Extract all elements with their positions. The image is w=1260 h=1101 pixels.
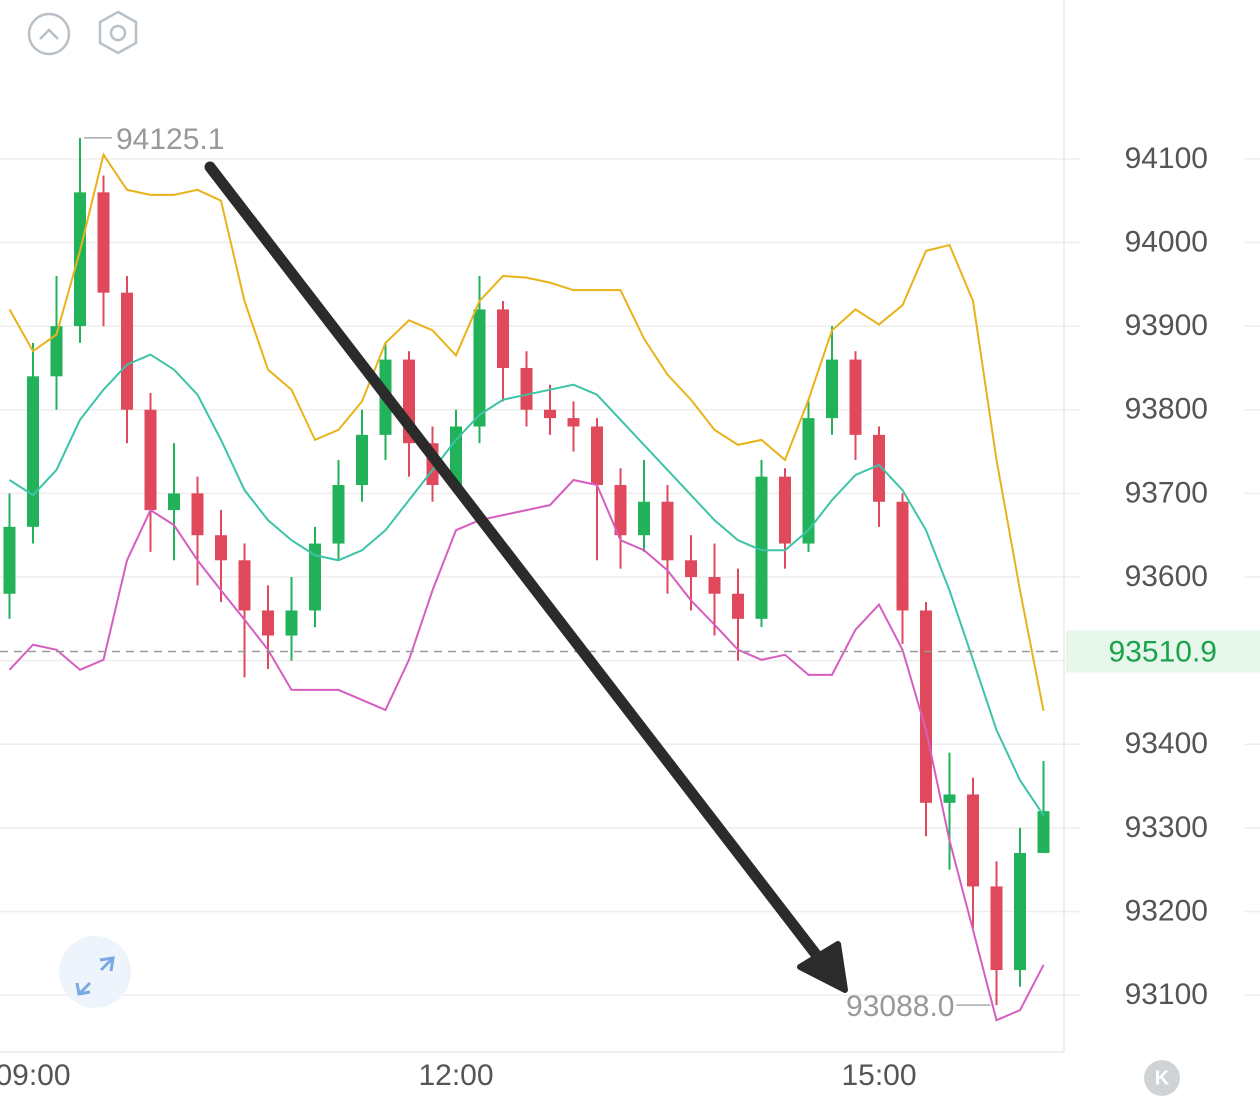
last-price-label: 93510.9 bbox=[1109, 635, 1217, 668]
candle-body bbox=[802, 418, 815, 544]
candle-body bbox=[262, 610, 274, 636]
candle-body bbox=[990, 886, 1003, 971]
candle-body bbox=[544, 409, 556, 419]
k-icon[interactable]: K bbox=[1144, 1060, 1180, 1096]
y-tick-label: 93400 bbox=[1125, 727, 1208, 760]
candle-body bbox=[497, 309, 509, 368]
y-tick-label: 94100 bbox=[1125, 142, 1208, 175]
y-tick-label: 94000 bbox=[1125, 225, 1208, 258]
svg-text:K: K bbox=[1155, 1067, 1170, 1089]
plot: 9310093200933009340093500936009370093800… bbox=[0, 123, 1260, 1092]
candle-body bbox=[849, 359, 862, 435]
expand-icon[interactable] bbox=[59, 936, 131, 1008]
y-tick-label: 93100 bbox=[1125, 978, 1208, 1011]
candle-body bbox=[332, 485, 345, 544]
candle-body bbox=[826, 359, 838, 419]
candle-body bbox=[732, 593, 744, 619]
min-label: 93088.0 bbox=[846, 990, 954, 1023]
candle-body bbox=[896, 501, 909, 611]
candle-body bbox=[920, 610, 932, 803]
y-tick-label: 93600 bbox=[1125, 560, 1208, 593]
candle-body bbox=[1037, 811, 1050, 853]
candle-body bbox=[567, 418, 580, 427]
last-price-box bbox=[1066, 630, 1260, 673]
candle-body bbox=[168, 493, 180, 511]
band-line bbox=[8, 152, 1045, 712]
y-tick-label: 93300 bbox=[1125, 811, 1208, 844]
y-tick-label: 93200 bbox=[1125, 894, 1208, 927]
x-tick-label: 09:00 bbox=[0, 1059, 71, 1092]
candle-body bbox=[943, 794, 956, 803]
candle-body bbox=[520, 367, 533, 410]
candle-body bbox=[473, 309, 486, 427]
candle-body bbox=[74, 192, 86, 327]
settings-icon[interactable] bbox=[98, 10, 138, 55]
candle-body bbox=[215, 535, 227, 561]
max-label: 94125.1 bbox=[116, 123, 224, 156]
candle-body bbox=[614, 485, 627, 536]
x-tick-label: 12:00 bbox=[418, 1059, 493, 1092]
candle-body bbox=[638, 501, 650, 536]
y-tick-label: 93900 bbox=[1125, 309, 1208, 342]
candle-body bbox=[873, 434, 885, 502]
band-line bbox=[8, 353, 1045, 816]
candle-body bbox=[755, 476, 768, 619]
y-tick-label: 93800 bbox=[1125, 393, 1208, 426]
candle-body bbox=[356, 434, 368, 486]
candle-body bbox=[3, 526, 16, 594]
candle-body bbox=[450, 426, 462, 486]
candle-body bbox=[591, 426, 603, 486]
x-tick-label: 15:00 bbox=[841, 1059, 916, 1092]
candle-body bbox=[309, 543, 321, 611]
annotation-arrow bbox=[204, 161, 848, 993]
candle-body bbox=[661, 501, 674, 561]
candle-body bbox=[285, 610, 298, 636]
candle-body bbox=[779, 476, 791, 544]
y-tick-label: 93700 bbox=[1125, 476, 1208, 509]
candle-body bbox=[50, 326, 63, 377]
candle-body bbox=[97, 192, 110, 293]
band-line bbox=[8, 478, 1045, 1022]
candle-body bbox=[1014, 852, 1026, 971]
candle-body bbox=[967, 794, 979, 887]
candle-body bbox=[191, 493, 204, 536]
candle-body bbox=[144, 409, 157, 511]
candle-body bbox=[121, 292, 133, 410]
candle-body bbox=[685, 560, 697, 578]
candle-body bbox=[238, 560, 251, 611]
candle-body bbox=[27, 376, 39, 527]
collapse-icon[interactable] bbox=[27, 12, 71, 56]
candle-body bbox=[708, 577, 721, 594]
